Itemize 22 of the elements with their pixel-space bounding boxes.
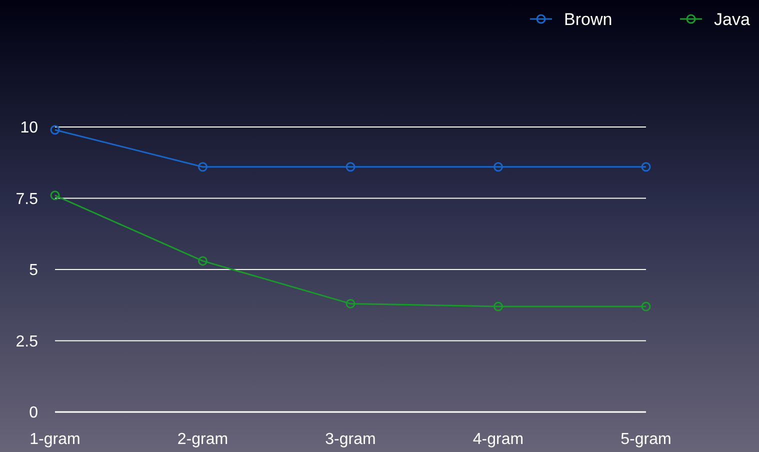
x-tick-label: 3-gram <box>325 431 376 448</box>
x-tick-label: 1-gram <box>30 431 80 448</box>
y-tick-label: 5 <box>29 262 38 280</box>
point <box>198 162 208 172</box>
point <box>346 162 356 172</box>
y-tick-label: 2.5 <box>16 333 38 350</box>
x-tick-label: 4-gram <box>472 431 524 448</box>
point <box>346 298 356 308</box>
point <box>494 302 503 312</box>
x-tick-label: 2-gram <box>177 431 228 448</box>
point <box>494 162 503 172</box>
point <box>50 125 60 135</box>
point <box>50 190 60 200</box>
legend-label: Brown <box>564 10 612 29</box>
y-tick-label: 7.5 <box>16 190 38 208</box>
point <box>641 162 651 172</box>
point <box>198 256 208 266</box>
x-tick-label: 5-gram <box>620 431 672 448</box>
legend-label: Java <box>714 10 750 29</box>
point <box>641 302 651 312</box>
y-tick-label: 10 <box>20 120 38 137</box>
y-tick-label: 0 <box>29 404 38 422</box>
